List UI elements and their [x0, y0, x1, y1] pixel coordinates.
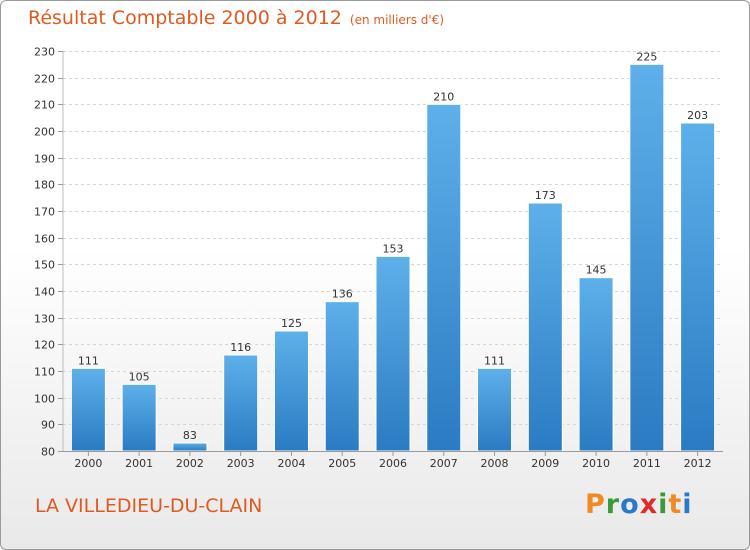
y-tick-label: 220 — [34, 73, 55, 86]
data-label-2010: 145 — [586, 264, 607, 277]
data-label-2011: 225 — [636, 50, 657, 63]
bar-2000 — [70, 367, 106, 452]
y-tick-label: 120 — [34, 339, 55, 352]
y-tick-label: 130 — [34, 313, 55, 326]
bar-2010 — [578, 277, 614, 452]
chart-title: Résultat Comptable 2000 à 2012 (en millie… — [28, 7, 444, 29]
x-tick-label-2001: 2001 — [125, 457, 153, 470]
logo-letter: x — [639, 489, 659, 520]
logo-letter: i — [658, 489, 669, 520]
bar-2003 — [223, 354, 259, 452]
x-tick-label-2006: 2006 — [379, 457, 407, 470]
y-tick-label: 100 — [34, 393, 55, 406]
logo-letter: r — [605, 489, 621, 520]
data-label-2009: 173 — [535, 189, 556, 202]
data-label-2007: 210 — [433, 90, 454, 103]
city-name: LA VILLEDIEU-DU-CLAIN — [35, 495, 263, 517]
y-tick-label: 140 — [34, 286, 55, 299]
data-label-2008: 111 — [484, 354, 505, 367]
data-label-2002: 83 — [183, 429, 197, 442]
y-tick-label: 160 — [34, 233, 55, 246]
data-label-2005: 136 — [332, 288, 353, 301]
logo-letter: i — [682, 489, 693, 520]
data-label-2000: 111 — [78, 354, 99, 367]
bar-2006 — [375, 255, 411, 452]
y-tick-label: 80 — [41, 446, 55, 459]
bar-2007 — [426, 103, 462, 452]
x-tick-label-2011: 2011 — [633, 457, 661, 470]
x-tick-label-2012: 2012 — [684, 457, 712, 470]
bar-2005 — [324, 301, 360, 452]
x-tick-label-2000: 2000 — [74, 457, 102, 470]
bar-2002 — [172, 442, 208, 452]
data-label-2006: 153 — [383, 242, 404, 255]
y-tick-label: 180 — [34, 179, 55, 192]
bar-2001 — [121, 383, 157, 452]
bar-2008 — [477, 367, 513, 452]
data-label-2012: 203 — [687, 109, 708, 122]
y-tick-label: 190 — [34, 153, 55, 166]
y-tick-label: 150 — [34, 259, 55, 272]
x-tick-label-2003: 2003 — [227, 457, 255, 470]
bar-2012 — [680, 122, 716, 452]
logo-letter: o — [620, 489, 640, 520]
x-tick-label-2002: 2002 — [176, 457, 204, 470]
label-layer: 111 105 83 116 125 136 153 210 111 173 145 225 203 — [78, 50, 708, 442]
y-tick-label: 110 — [34, 366, 55, 379]
data-label-2004: 125 — [281, 317, 302, 330]
axis-layer: 8090100110120130140150160170180190200210… — [34, 46, 723, 470]
x-tick-label-2010: 2010 — [582, 457, 610, 470]
y-tick-label: 90 — [41, 419, 55, 432]
y-tick-label: 170 — [34, 206, 55, 219]
chart-subtitle: (en milliers d'€) — [349, 13, 445, 27]
x-tick-label-2005: 2005 — [328, 457, 356, 470]
bar-2011 — [629, 63, 665, 452]
x-tick-label-2008: 2008 — [481, 457, 509, 470]
logo-letter: P — [585, 489, 606, 520]
chart-title-text: Résultat Comptable 2000 à 2012 — [28, 7, 342, 29]
proxiti-logo: Proxiti — [585, 489, 693, 520]
x-tick-label-2004: 2004 — [277, 457, 305, 470]
bar-2009 — [527, 202, 563, 452]
data-label-2001: 105 — [129, 370, 150, 383]
y-tick-label: 230 — [34, 46, 55, 59]
bar-2004 — [273, 330, 309, 452]
x-tick-label-2009: 2009 — [531, 457, 559, 470]
bar-layer — [70, 63, 716, 452]
data-label-2003: 116 — [230, 341, 251, 354]
x-tick-label-2007: 2007 — [430, 457, 458, 470]
y-tick-label: 210 — [34, 99, 55, 112]
y-tick-label: 200 — [34, 126, 55, 139]
logo-letter: t — [668, 489, 683, 520]
